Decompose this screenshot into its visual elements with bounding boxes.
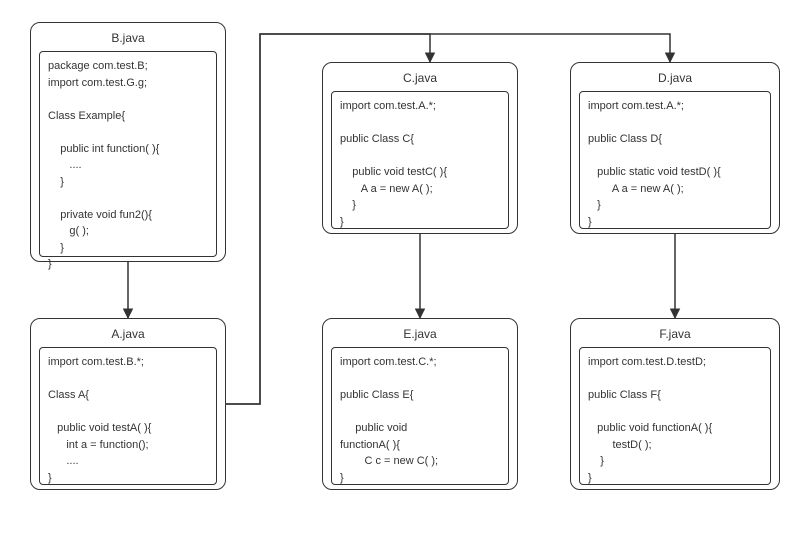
node-title: D.java — [579, 69, 771, 91]
node-b: B.javapackage com.test.B; import com.tes… — [30, 22, 226, 262]
node-title: B.java — [39, 29, 217, 51]
node-c: C.javaimport com.test.A.*; public Class … — [322, 62, 518, 234]
code-box: import com.test.A.*; public Class D{ pub… — [579, 91, 771, 229]
node-title: F.java — [579, 325, 771, 347]
code-box: import com.test.A.*; public Class C{ pub… — [331, 91, 509, 229]
node-d: D.javaimport com.test.A.*; public Class … — [570, 62, 780, 234]
code-box: import com.test.B.*; Class A{ public voi… — [39, 347, 217, 485]
code-box: import com.test.D.testD; public Class F{… — [579, 347, 771, 485]
node-a: A.javaimport com.test.B.*; Class A{ publ… — [30, 318, 226, 490]
node-e: E.javaimport com.test.C.*; public Class … — [322, 318, 518, 490]
node-title: C.java — [331, 69, 509, 91]
node-title: A.java — [39, 325, 217, 347]
code-box: package com.test.B; import com.test.G.g;… — [39, 51, 217, 257]
node-title: E.java — [331, 325, 509, 347]
code-box: import com.test.C.*; public Class E{ pub… — [331, 347, 509, 485]
node-f: F.javaimport com.test.D.testD; public Cl… — [570, 318, 780, 490]
